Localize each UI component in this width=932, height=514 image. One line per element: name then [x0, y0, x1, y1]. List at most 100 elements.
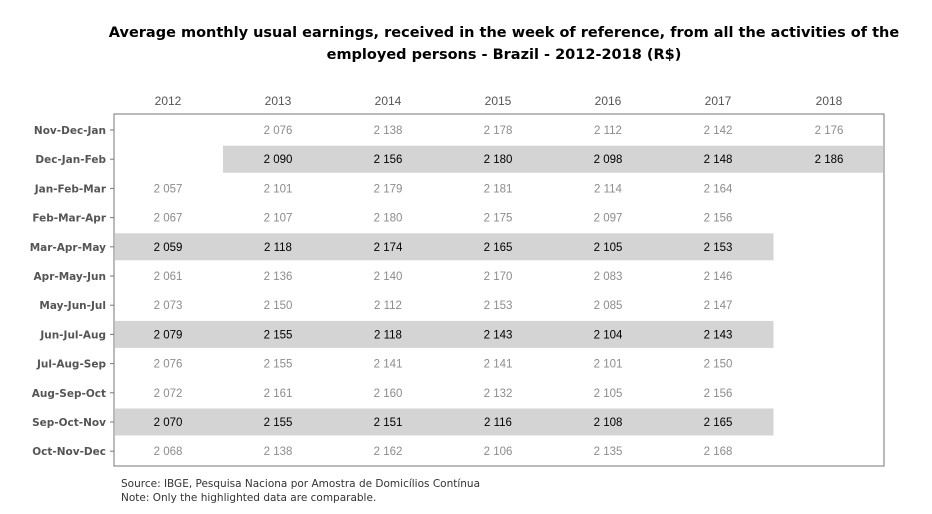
table-cell-value: 2 097	[594, 213, 623, 225]
column-header: 2018	[816, 94, 843, 108]
table-cell-value: 2 108	[594, 417, 623, 429]
table-cell-value: 2 168	[704, 446, 733, 458]
table-cell-value: 2 135	[594, 446, 623, 458]
row-label: Nov-Dec-Jan	[34, 125, 106, 137]
table-cell-value: 2 076	[154, 359, 183, 371]
table-cell-value: 2 162	[374, 446, 403, 458]
table-cell-value: 2 156	[374, 154, 403, 166]
table-cell-value: 2 156	[704, 388, 733, 400]
table-cell-value: 2 165	[484, 242, 513, 254]
table-cell-value: 2 147	[704, 300, 733, 312]
row-label: Sep-Oct-Nov	[32, 417, 106, 429]
table-cell-value: 2 150	[264, 300, 293, 312]
table-frame	[113, 113, 885, 467]
table-cell-value: 2 104	[594, 329, 623, 341]
table-cell-value: 2 112	[594, 125, 622, 137]
table-cell-value: 2 148	[704, 154, 733, 166]
table-cell-value: 2 105	[594, 388, 623, 400]
table-cell-value: 2 101	[594, 359, 623, 371]
table-cell-value: 2 160	[374, 388, 403, 400]
source-note: Source: IBGE, Pesquisa Naciona por Amost…	[121, 478, 481, 490]
table-cell-value: 2 153	[484, 300, 513, 312]
row-label: Jun-Jul-Aug	[39, 329, 106, 341]
row-label: Jan-Feb-Mar	[34, 183, 107, 195]
table-cell-value: 2 175	[484, 213, 513, 225]
table-cell-value: 2 085	[594, 300, 623, 312]
row-label: Jul-Aug-Sep	[36, 359, 106, 371]
table-cell-value: 2 153	[704, 242, 733, 254]
table-cell-value: 2 140	[374, 271, 403, 283]
table-cell-value: 2 070	[154, 417, 183, 429]
table-cell-value: 2 118	[264, 242, 292, 254]
table-cell-value: 2 114	[594, 183, 623, 195]
row-label: May-Jun-Jul	[39, 300, 106, 312]
table-cell-value: 2 155	[264, 329, 293, 341]
table-cell-value: 2 076	[264, 125, 293, 137]
table-cell-value: 2 143	[704, 329, 733, 341]
column-header: 2012	[155, 94, 182, 108]
row-label: Mar-Apr-May	[30, 242, 106, 254]
row-label: Aug-Sep-Oct	[32, 388, 106, 400]
table-cell-value: 2 164	[704, 183, 733, 195]
table-cell-value: 2 101	[264, 183, 293, 195]
table-cell-value: 2 059	[154, 242, 183, 254]
table-cell-value: 2 155	[264, 359, 293, 371]
table-cell-value: 2 161	[264, 388, 293, 400]
row-label: Oct-Nov-Dec	[32, 446, 106, 458]
table-cell-value: 2 136	[264, 271, 293, 283]
table-cell-value: 2 072	[154, 388, 183, 400]
table-cell-value: 2 174	[374, 242, 403, 254]
table-cell-value: 2 150	[704, 359, 733, 371]
table-cell-value: 2 061	[154, 271, 183, 283]
table-cell-value: 2 146	[704, 271, 733, 283]
table-cell-value: 2 098	[594, 154, 623, 166]
column-header: 2016	[595, 94, 622, 108]
row-label: Apr-May-Jun	[34, 271, 106, 283]
table-cell-value: 2 179	[374, 183, 403, 195]
table-cell-value: 2 180	[484, 154, 513, 166]
highlight-band	[115, 233, 774, 261]
column-header: 2015	[485, 94, 512, 108]
highlight-band	[115, 320, 774, 348]
highlight-band	[115, 408, 774, 436]
table-cell-value: 2 156	[704, 213, 733, 225]
column-header: 2014	[375, 94, 402, 108]
table-cell-value: 2 068	[154, 446, 183, 458]
table-cell-value: 2 083	[594, 271, 623, 283]
table-cell-value: 2 079	[154, 329, 183, 341]
table-cell-value: 2 165	[704, 417, 733, 429]
table-cell-value: 2 116	[484, 417, 512, 429]
table-cell-value: 2 067	[154, 213, 183, 225]
table-cell-value: 2 141	[484, 359, 513, 371]
table-cell-value: 2 112	[374, 300, 402, 312]
table-cell-value: 2 142	[704, 125, 733, 137]
column-header: 2013	[265, 94, 292, 108]
highlight-band	[223, 145, 883, 173]
comparability-note: Note: Only the highlighted data are comp…	[121, 492, 377, 504]
table-cell-value: 2 118	[374, 329, 402, 341]
table-cell-value: 2 186	[815, 154, 844, 166]
chart-title: Average monthly usual earnings, received…	[108, 25, 900, 63]
table-cell-value: 2 178	[484, 125, 513, 137]
row-label: Feb-Mar-Apr	[32, 213, 106, 225]
table-cell-value: 2 141	[374, 359, 403, 371]
table-cell-value: 2 181	[484, 183, 513, 195]
table-cell-value: 2 090	[264, 154, 293, 166]
table-cell-value: 2 180	[374, 213, 403, 225]
table-cell-value: 2 057	[154, 183, 183, 195]
table-cell-value: 2 105	[594, 242, 623, 254]
row-label: Dec-Jan-Feb	[35, 154, 106, 166]
table-cell-value: 2 143	[484, 329, 513, 341]
table-cell-value: 2 107	[264, 213, 293, 225]
column-header: 2017	[705, 94, 732, 108]
table-cell-value: 2 132	[484, 388, 513, 400]
table-cell-value: 2 138	[264, 446, 293, 458]
table-cell-value: 2 155	[264, 417, 293, 429]
table-cell-value: 2 138	[374, 125, 403, 137]
table-cell-value: 2 170	[484, 271, 513, 283]
table-cell-value: 2 073	[154, 300, 183, 312]
table-cell-value: 2 151	[374, 417, 403, 429]
table-cell-value: 2 106	[484, 446, 513, 458]
table-cell-value: 2 176	[815, 125, 844, 137]
